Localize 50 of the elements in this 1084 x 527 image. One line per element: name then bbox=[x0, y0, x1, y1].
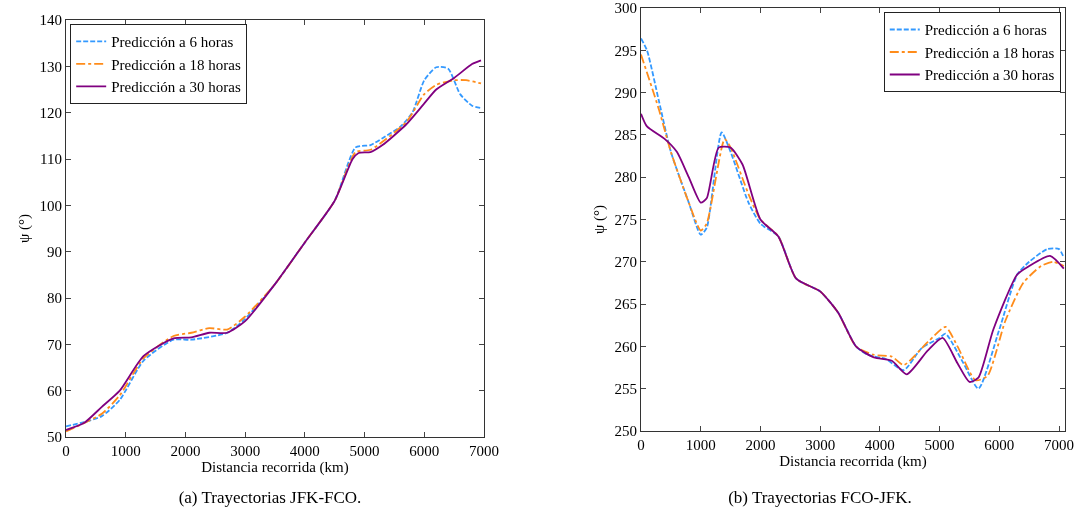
x-tick-label: 2000 bbox=[745, 437, 776, 453]
x-tick-label: 0 bbox=[62, 443, 70, 459]
legend-label: Predicción a 6 horas bbox=[924, 22, 1047, 39]
y-tick-label: 275 bbox=[614, 211, 637, 228]
x-axis-title: Distancia recorrida (km) bbox=[201, 459, 349, 476]
y-tick-label: 280 bbox=[614, 169, 637, 186]
y-tick-label: 70 bbox=[47, 336, 62, 353]
y-tick-label: 140 bbox=[39, 12, 62, 29]
x-tick-label: 4000 bbox=[864, 437, 895, 453]
y-tick-label: 295 bbox=[614, 42, 637, 59]
y-axis-title: ψ (°) bbox=[590, 204, 608, 235]
text: (b) Trayectorias FCO-JFK. bbox=[727, 488, 913, 508]
x-tick-label: 4000 bbox=[289, 443, 320, 459]
y-tick-label: 120 bbox=[39, 104, 62, 121]
y-tick-label: 265 bbox=[614, 296, 637, 313]
x-tick-label: 1000 bbox=[110, 443, 141, 459]
x-tick-label: 7000 bbox=[1044, 437, 1075, 453]
x-tick-label: 5000 bbox=[924, 437, 955, 453]
y-tick-label: 270 bbox=[614, 254, 637, 271]
y-axis-title: ψ (°) bbox=[15, 213, 33, 244]
y-tick-label: 90 bbox=[47, 243, 62, 260]
y-tick-label: 50 bbox=[47, 429, 62, 446]
x-tick-label: 3000 bbox=[805, 437, 836, 453]
y-tick-label: 290 bbox=[614, 84, 637, 101]
y-tick-label: 250 bbox=[614, 423, 637, 440]
line-series bbox=[641, 112, 1065, 383]
legend-label: Predicción a 30 horas bbox=[111, 79, 241, 96]
x-tick-label: 2000 bbox=[170, 443, 201, 459]
x-tick-label: 6000 bbox=[984, 437, 1015, 453]
x-tick-label: 1000 bbox=[685, 437, 716, 453]
y-tick-label: 60 bbox=[47, 382, 62, 399]
x-tick-label: 7000 bbox=[469, 443, 499, 459]
legend-label: Predicción a 30 horas bbox=[924, 67, 1055, 84]
y-tick-label: 110 bbox=[40, 151, 62, 168]
text: (a) Trayectorias JFK-FCO. bbox=[177, 488, 363, 508]
y-tick-label: 100 bbox=[39, 197, 62, 214]
y-tick-label: 300 bbox=[614, 0, 637, 17]
y-tick-label: 80 bbox=[47, 290, 62, 307]
legend-label: Predicción a 18 horas bbox=[111, 56, 241, 73]
y-tick-label: 260 bbox=[614, 338, 637, 355]
x-tick-label: 0 bbox=[637, 437, 645, 453]
x-axis-title: Distancia recorrida (km) bbox=[779, 453, 927, 470]
legend-label: Predicción a 18 horas bbox=[924, 44, 1055, 61]
y-tick-label: 255 bbox=[614, 380, 637, 397]
y-tick-label: 285 bbox=[614, 127, 637, 144]
x-tick-label: 5000 bbox=[349, 443, 380, 459]
legend-label: Predicción a 6 horas bbox=[111, 34, 234, 51]
x-tick-label: 3000 bbox=[230, 443, 261, 459]
y-tick-label: 130 bbox=[39, 58, 62, 75]
x-tick-label: 6000 bbox=[409, 443, 440, 459]
